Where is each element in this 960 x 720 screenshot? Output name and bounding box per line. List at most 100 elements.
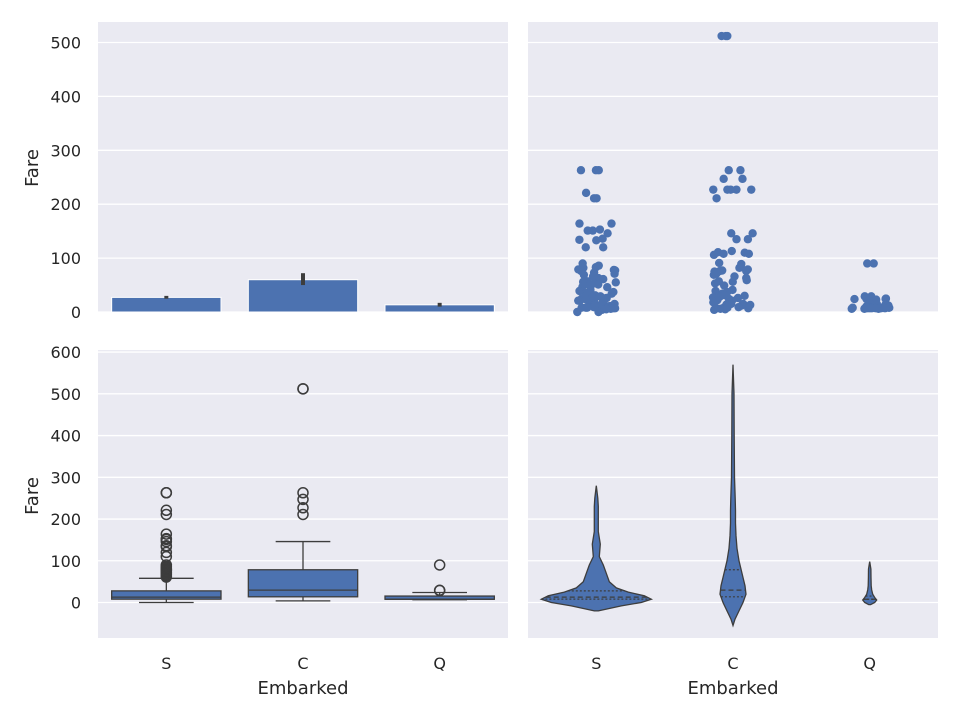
- outlier-point: [297, 493, 309, 506]
- outlier-point: [160, 528, 173, 540]
- strip-point: [592, 236, 601, 245]
- strip-point: [575, 286, 584, 296]
- strip-point: [874, 304, 883, 313]
- violins-bottom-right: [539, 364, 878, 628]
- strip-point: [880, 304, 890, 313]
- strip-point: [719, 174, 728, 184]
- strip-point: [743, 235, 753, 244]
- strip-point: [740, 291, 749, 301]
- strip-point: [744, 249, 754, 258]
- strip-point: [724, 166, 733, 175]
- violin-body: [719, 364, 747, 628]
- strip-point: [583, 226, 592, 235]
- y-tick-label: 400: [50, 87, 81, 106]
- violin-body: [861, 561, 878, 606]
- strip-point: [709, 270, 719, 280]
- strip-point: [719, 281, 729, 290]
- outlier-point: [297, 508, 309, 521]
- strip-point: [592, 194, 601, 203]
- y-tick-label: 500: [50, 33, 81, 52]
- strip-point: [732, 185, 741, 194]
- x-tick-label: C: [727, 654, 738, 673]
- y-tick-label: 200: [50, 510, 81, 529]
- outlier-point: [160, 546, 173, 559]
- y-tick-label: 400: [50, 427, 81, 446]
- x-tick-label: S: [591, 654, 601, 673]
- strip-point: [603, 229, 612, 238]
- x-tick-label: Q: [863, 654, 876, 673]
- strip-point: [709, 250, 719, 260]
- y-tick-label: 0: [71, 594, 81, 613]
- strip-point: [748, 229, 757, 238]
- strip-point: [738, 174, 747, 184]
- outlier-point: [160, 504, 173, 517]
- strip-point: [742, 266, 751, 276]
- y-tick-label: 200: [50, 195, 81, 214]
- strip-point: [709, 185, 718, 194]
- box: [111, 590, 222, 600]
- strip-point: [732, 235, 741, 244]
- y-tick-label: 300: [50, 468, 81, 487]
- strip-point: [575, 235, 584, 244]
- strip-point: [727, 229, 736, 238]
- strip-point: [742, 275, 751, 285]
- y-tick-label: 100: [50, 552, 81, 571]
- panel-top-right: [528, 22, 938, 317]
- strip-point: [860, 304, 869, 313]
- strip-point: [726, 185, 735, 194]
- strip-point: [712, 194, 721, 203]
- y-ticks-bottom-left: 0 100 200 300 400 500 600: [50, 343, 81, 612]
- y-tick-label: 500: [50, 385, 81, 404]
- x-tick-label: C: [297, 654, 308, 673]
- strip-point: [611, 278, 620, 287]
- y-tick-label: 300: [50, 141, 81, 160]
- y-tick-label: 0: [71, 303, 81, 322]
- bars-top-left: [111, 273, 495, 313]
- strip-point: [576, 166, 586, 175]
- y-ticks-top-left: 0 100 200 300 400 500: [50, 33, 81, 322]
- box: [247, 569, 359, 598]
- strip-point: [573, 307, 582, 317]
- bar: [111, 296, 222, 313]
- outlier-point: [297, 486, 309, 499]
- strip-point: [847, 304, 856, 313]
- strip-point: [747, 185, 756, 194]
- x-axis-label-bottom-left: Embarked: [257, 678, 348, 699]
- strip-point: [710, 279, 720, 288]
- strip-point: [607, 219, 616, 228]
- strip-point: [603, 283, 612, 292]
- panel-bottom-right: S C Q Embarked: [528, 350, 938, 699]
- y-tick-label: 600: [50, 343, 81, 362]
- boxes-bottom-left: [111, 383, 495, 604]
- x-axis-label-bottom-right: Embarked: [687, 678, 778, 699]
- strip-point: [598, 234, 607, 243]
- strip-point: [734, 302, 743, 312]
- strip-point: [594, 307, 603, 317]
- strip-point: [709, 305, 719, 315]
- strip-point: [582, 303, 592, 312]
- strip-point: [719, 249, 728, 258]
- outlier-point: [160, 508, 173, 521]
- x-tick-label: S: [161, 654, 171, 673]
- strip-point: [735, 263, 744, 272]
- strip-point: [727, 246, 736, 256]
- strip-point: [736, 166, 745, 175]
- strip-point: [863, 259, 872, 268]
- strip-point: [714, 258, 724, 268]
- strip-point: [575, 219, 584, 228]
- panel-top-left: 0 100 200 300 400 500 Fare: [22, 22, 508, 322]
- strip-point: [594, 280, 603, 289]
- panel-bottom-left: 0 100 200 300 400 500 600 S C Q Fare Embarked: [22, 343, 508, 699]
- outlier-point: [160, 535, 173, 548]
- strip-point: [720, 305, 730, 314]
- violin-body: [539, 485, 654, 612]
- strip-point: [717, 31, 726, 41]
- strip-point: [594, 166, 603, 175]
- strip-point: [599, 274, 608, 284]
- y-tick-label: 100: [50, 249, 81, 268]
- y-axis-label-bottom-left: Fare: [22, 477, 43, 515]
- strip-point: [574, 296, 583, 305]
- plot-area-top-right: [528, 22, 938, 312]
